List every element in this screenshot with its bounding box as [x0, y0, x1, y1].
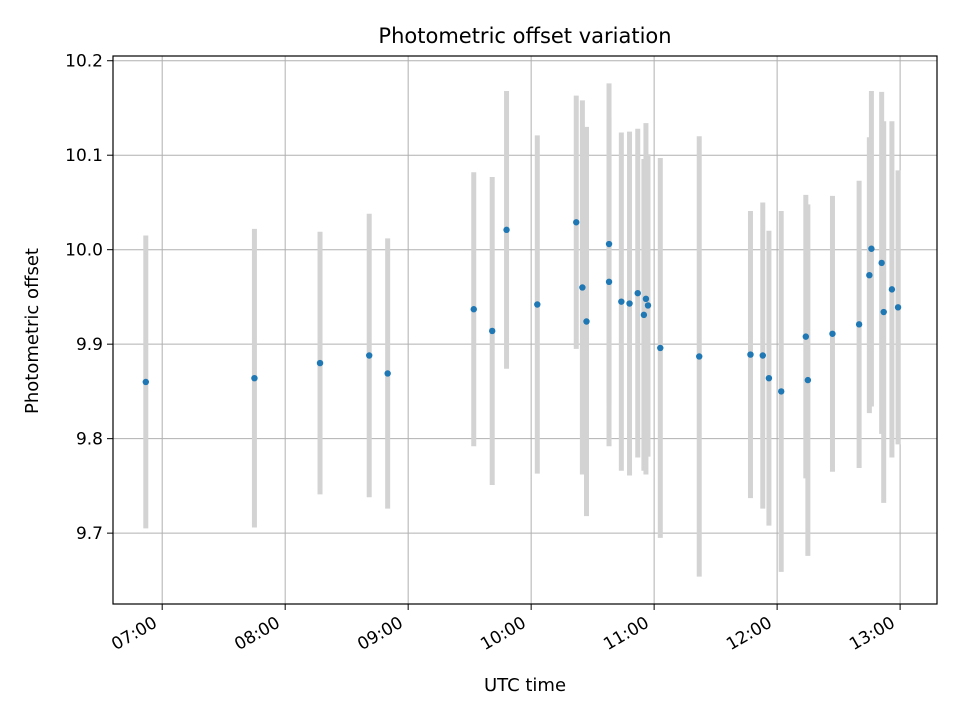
data-point: [618, 298, 625, 305]
y-tick-label: 9.8: [76, 430, 103, 450]
data-point: [657, 344, 664, 352]
data-points: [142, 219, 902, 395]
data-point: [642, 295, 650, 303]
data-point: [765, 374, 773, 382]
data-point: [579, 284, 586, 291]
data-point: [868, 245, 875, 252]
plot-frame: [112, 55, 938, 605]
data-point: [802, 333, 810, 340]
grid: [113, 56, 937, 604]
data-point: [142, 378, 149, 386]
data-point: [829, 330, 836, 337]
data-point: [626, 300, 633, 307]
data-point: [696, 353, 703, 360]
y-tick-label: 10.0: [65, 241, 103, 261]
data-point: [640, 311, 648, 319]
data-point: [759, 352, 766, 359]
data-point: [880, 308, 887, 316]
data-point: [778, 388, 785, 395]
y-tick-label: 10.2: [65, 52, 103, 72]
data-point: [878, 259, 885, 267]
chart-title: Photometric offset variation: [378, 24, 671, 48]
data-point: [605, 278, 613, 286]
y-tick-label: 10.1: [65, 146, 103, 166]
data-point: [747, 351, 754, 358]
data-point: [366, 352, 373, 359]
data-point: [894, 304, 902, 311]
data-point: [855, 321, 863, 328]
data-point: [605, 240, 613, 248]
data-point: [384, 370, 391, 377]
y-axis-title: Photometric offset: [22, 248, 43, 414]
data-point: [888, 286, 896, 293]
y-tick-label: 9.7: [76, 524, 103, 544]
x-axis-title: UTC time: [484, 675, 566, 696]
data-point: [804, 376, 812, 384]
data-point: [503, 226, 510, 234]
data-point: [644, 302, 652, 309]
data-point: [470, 306, 477, 313]
data-point: [534, 301, 541, 308]
data-point: [316, 359, 324, 367]
data-point: [634, 289, 641, 297]
data-point: [573, 219, 580, 226]
data-point: [583, 318, 590, 325]
y-axis-ticks: 9.7 9.8 9.9 10.0 10.1 10.2: [65, 52, 113, 544]
data-point: [866, 272, 873, 279]
data-point: [251, 374, 258, 382]
y-tick-label: 9.9: [76, 335, 103, 355]
data-point: [489, 327, 496, 335]
